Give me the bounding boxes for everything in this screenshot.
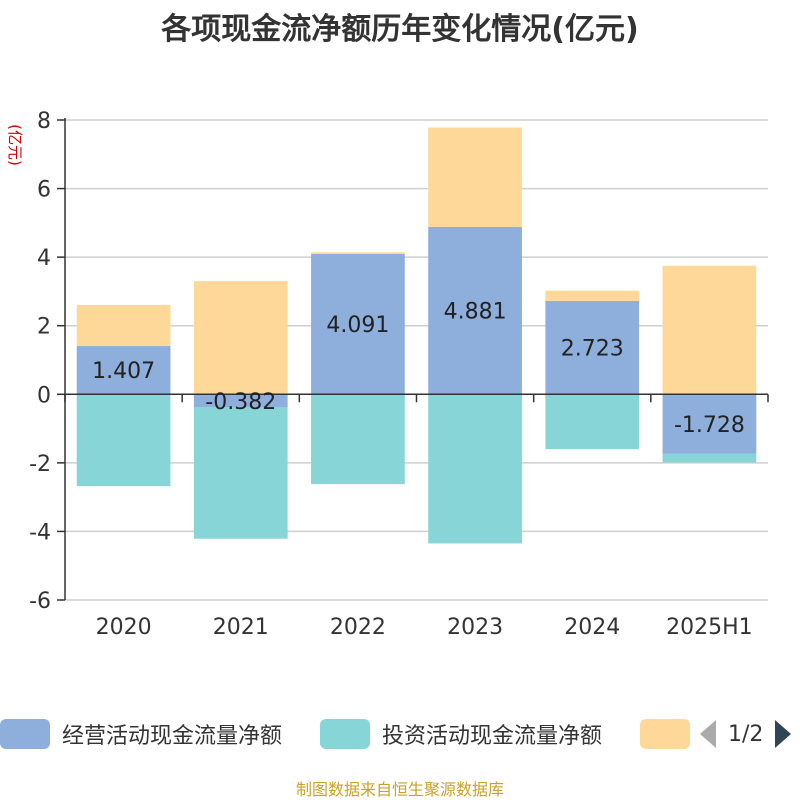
bar-investing-2020[interactable] [76,394,171,487]
legend-next-page-icon[interactable] [775,720,792,748]
legend-item-investing[interactable]: 投资活动现金流量净额 [320,714,602,754]
legend-swatch-operating [0,719,50,749]
data-label-operating: 2.723 [561,337,624,362]
y-tick-label: 0 [37,383,51,408]
bar-investing-2023[interactable] [428,394,522,544]
bar-third-2021[interactable] [193,281,288,395]
legend: 经营活动现金流量净额 投资活动现金流量净额 1/2 [0,714,800,758]
bar-investing-2021[interactable] [193,407,288,539]
legend-item-operating[interactable]: 经营活动现金流量净额 [0,714,282,754]
x-tick-label: 2023 [447,615,503,640]
bar-investing-2022[interactable] [311,394,405,485]
legend-page-indicator: 1/2 [728,721,764,747]
bar-third-2024[interactable] [545,290,640,301]
data-label-operating: 1.407 [92,359,155,384]
legend-item-third-series[interactable] [640,714,690,754]
chart-title: 各项现金流净额历年变化情况(亿元) [161,12,639,47]
data-label-operating: 4.091 [326,313,389,338]
x-tick-label: 2021 [213,615,269,640]
chart-plot: (亿元) -6 -4 -2 0 2 4 6 8 2020 2021 2022 2023 2024 2025… [6,109,769,640]
bar-operating-2022[interactable] [311,254,405,395]
y-tick-label: -4 [29,520,51,545]
bar-third-2023[interactable] [428,127,522,227]
bar-third-2020[interactable] [76,304,171,347]
bar-third-2025H1[interactable] [662,265,757,395]
bar-operating-2023[interactable] [428,226,522,395]
bar-operating-2024[interactable] [545,300,640,395]
legend-swatch-investing [320,719,370,749]
x-tick-label: 2020 [96,615,152,640]
y-tick-label: -6 [29,589,51,614]
x-tick-label: 2024 [564,615,620,640]
y-tick-label: 2 [37,315,51,340]
y-tick-label: 8 [37,109,51,134]
bar-third-2022[interactable] [311,252,405,255]
legend-label-investing: 投资活动现金流量净额 [382,724,603,749]
bar-investing-2025H1[interactable] [662,453,757,463]
data-label-operating: -0.382 [205,390,276,415]
legend-swatch-third-series [640,719,690,749]
x-tick-label: 2025H1 [666,615,753,640]
data-label-operating: 4.881 [444,300,507,325]
bar-operating-2025H1[interactable] [662,394,757,454]
legend-pager: 1/2 [700,714,792,754]
y-tick-label: 6 [37,178,51,203]
x-tick-label: 2022 [330,615,386,640]
source-note: 制图数据来自恒生聚源数据库 [295,780,504,799]
y-tick-label: -2 [29,452,51,477]
bar-investing-2024[interactable] [545,394,640,450]
y-tick-label: 4 [37,246,51,271]
bar-operating-2021[interactable] [193,394,288,408]
y-axis-unit-label: (亿元) [6,124,24,166]
legend-prev-page-icon[interactable] [700,720,716,748]
bar-operating-2020[interactable] [76,346,171,395]
data-label-operating: -1.728 [674,413,745,438]
legend-label-operating: 经营活动现金流量净额 [62,724,283,749]
